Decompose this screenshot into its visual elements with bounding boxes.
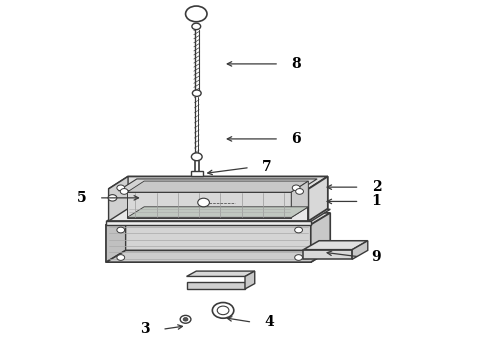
Polygon shape [245,271,255,289]
Polygon shape [106,209,330,221]
Text: 6: 6 [291,132,301,146]
Circle shape [192,153,202,161]
Circle shape [117,185,124,191]
Text: 1: 1 [372,194,381,208]
Circle shape [183,318,188,321]
Text: 8: 8 [291,57,301,71]
Polygon shape [187,282,245,289]
Text: 4: 4 [265,315,274,329]
Text: 2: 2 [372,180,381,194]
Polygon shape [127,181,308,192]
Polygon shape [352,241,368,259]
Polygon shape [127,207,308,217]
Polygon shape [311,213,330,262]
Polygon shape [106,225,311,262]
Polygon shape [187,271,255,276]
Circle shape [294,227,302,233]
Circle shape [198,198,209,207]
Polygon shape [303,241,368,249]
Text: 5: 5 [77,191,87,205]
Text: 9: 9 [372,250,381,264]
Polygon shape [106,213,125,262]
Circle shape [295,189,303,194]
Circle shape [108,195,117,201]
Circle shape [117,255,124,260]
Polygon shape [106,250,330,262]
Circle shape [212,302,234,318]
Polygon shape [109,176,328,189]
Circle shape [292,185,300,191]
Polygon shape [109,189,308,221]
Circle shape [186,6,207,22]
Circle shape [217,306,229,315]
Polygon shape [308,176,328,221]
Polygon shape [291,181,308,217]
Polygon shape [303,249,352,259]
Circle shape [117,227,124,233]
Polygon shape [118,179,317,191]
Polygon shape [109,176,128,221]
Polygon shape [106,213,330,225]
Text: 7: 7 [262,161,271,175]
Circle shape [294,255,302,260]
Circle shape [180,315,191,323]
Polygon shape [192,171,202,176]
Polygon shape [106,221,311,225]
Polygon shape [127,192,291,217]
Text: 3: 3 [140,322,150,336]
Circle shape [193,90,201,96]
Circle shape [192,23,201,30]
Circle shape [120,189,128,194]
